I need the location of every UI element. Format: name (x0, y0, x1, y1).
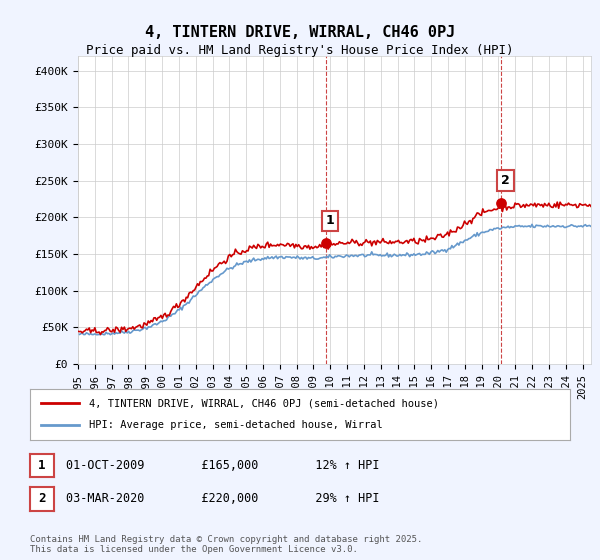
Text: 1: 1 (38, 459, 46, 472)
Text: Price paid vs. HM Land Registry's House Price Index (HPI): Price paid vs. HM Land Registry's House … (86, 44, 514, 57)
Text: 2: 2 (38, 492, 46, 506)
Point (497, 198, 506, 207)
Text: Contains HM Land Registry data © Crown copyright and database right 2025.
This d: Contains HM Land Registry data © Crown c… (30, 535, 422, 554)
Text: 03-MAR-2020        £220,000        29% ↑ HPI: 03-MAR-2020 £220,000 29% ↑ HPI (66, 492, 380, 506)
Text: HPI: Average price, semi-detached house, Wirral: HPI: Average price, semi-detached house,… (89, 421, 383, 431)
Text: 01-OCT-2009        £165,000        12% ↑ HPI: 01-OCT-2009 £165,000 12% ↑ HPI (66, 459, 380, 472)
Text: 4, TINTERN DRIVE, WIRRAL, CH46 0PJ: 4, TINTERN DRIVE, WIRRAL, CH46 0PJ (145, 25, 455, 40)
Point (321, 239, 331, 248)
Text: 1: 1 (326, 214, 335, 227)
Text: 4, TINTERN DRIVE, WIRRAL, CH46 0PJ (semi-detached house): 4, TINTERN DRIVE, WIRRAL, CH46 0PJ (semi… (89, 398, 439, 408)
Text: 2: 2 (501, 174, 510, 187)
